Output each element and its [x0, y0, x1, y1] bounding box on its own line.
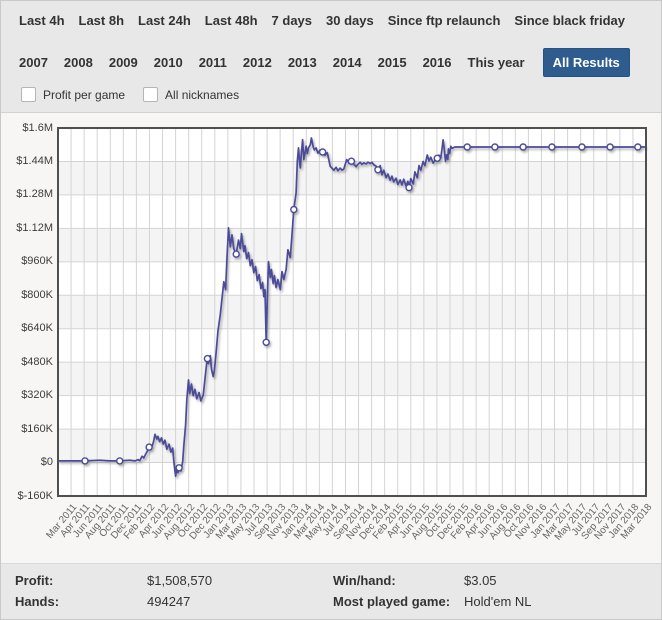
data-point-marker [578, 143, 586, 151]
y-tick-label: $0 [40, 456, 53, 469]
checkbox-label: Profit per game [43, 87, 126, 102]
data-point-marker [290, 205, 298, 214]
hands-value: 494247 [147, 594, 191, 609]
filter-2010[interactable]: 2010 [153, 54, 183, 70]
data-point-marker [548, 143, 556, 151]
filter-2016[interactable]: 2016 [422, 54, 452, 70]
filter-2008[interactable]: 2008 [63, 54, 93, 70]
data-point-marker [405, 183, 413, 192]
filter-since-ftp-relaunch[interactable]: Since ftp relaunch [387, 13, 501, 28]
y-tick-label: $1.6M [22, 121, 53, 134]
data-point-marker [634, 143, 642, 151]
data-point-marker [491, 143, 499, 151]
y-tick-label: $1.28M [16, 188, 53, 201]
y-tick-label: $320K [21, 389, 53, 402]
data-point-marker [116, 457, 124, 465]
filter-last-48h[interactable]: Last 48h [204, 13, 258, 28]
profit-line [58, 137, 646, 477]
checkbox-profit-per-game[interactable]: Profit per game [21, 87, 125, 102]
year-filter-tabs: 2007 2008 2009 2010 2011 2012 2013 2014 2015 2016… [19, 47, 655, 77]
filter-all-results-active[interactable]: All Results [542, 47, 630, 77]
filter-2015[interactable]: 2015 [377, 54, 407, 70]
time-filter-tabs: Last 4h Last 8h Last 24h Last 48h 7 days 30 d… [19, 13, 655, 28]
data-point-marker [262, 338, 270, 347]
chart-options-row: Profit per game All nicknames [21, 87, 239, 102]
y-tick-label: $1.44M [16, 154, 53, 167]
filter-2013[interactable]: 2013 [287, 54, 317, 70]
filter-this-year[interactable]: This year [467, 54, 525, 70]
win-hand-label: Win/hand: [333, 573, 396, 588]
data-point-marker [463, 143, 471, 151]
y-tick-label: $800K [21, 288, 53, 301]
filter-2011[interactable]: 2011 [198, 54, 227, 70]
checkbox-box[interactable] [143, 87, 159, 102]
data-point-marker [145, 443, 153, 451]
chart-section: $1.6M $1.44M $1.28M $1.12M $960K $800K $640K $4… [1, 113, 661, 563]
checkbox-all-nicknames[interactable]: All nicknames [143, 87, 239, 102]
data-point-marker [81, 457, 89, 465]
profit-series [58, 137, 646, 477]
data-point-marker [347, 157, 356, 165]
filter-30-days[interactable]: 30 days [326, 13, 374, 28]
data-point-marker [175, 464, 183, 472]
filter-7-days[interactable]: 7 days [271, 13, 313, 28]
y-tick-label: $160K [21, 422, 53, 435]
data-point-marker [318, 148, 327, 156]
win-hand-value: $3.05 [464, 573, 497, 588]
filter-2012[interactable]: 2012 [242, 54, 272, 70]
stats-section: Profit: $1,508,570 Win/hand: $3.05 Hands… [1, 563, 661, 619]
data-point-marker [232, 250, 240, 258]
data-point-marker [374, 166, 382, 174]
data-point-marker [433, 154, 441, 162]
filter-2007[interactable]: 2007 [19, 54, 48, 70]
data-point-marker [606, 143, 614, 151]
y-tick-label: $480K [21, 355, 53, 368]
filter-last-4h[interactable]: Last 4h [19, 13, 65, 28]
checkbox-label: All nicknames [165, 87, 240, 102]
profit-label: Profit: [15, 573, 54, 588]
profit-value: $1,508,570 [147, 573, 213, 588]
y-tick-label: $960K [21, 255, 53, 268]
filters-section: Last 4h Last 8h Last 24h Last 48h 7 days 30 d… [1, 1, 661, 113]
y-tick-label: $640K [21, 322, 53, 335]
data-point-marker [519, 143, 527, 151]
filter-last-24h[interactable]: Last 24h [138, 13, 191, 28]
filter-2009[interactable]: 2009 [108, 54, 138, 70]
y-tick-label: $-160K [17, 489, 53, 502]
profit-chart[interactable] [56, 126, 648, 498]
checkbox-box[interactable] [21, 87, 36, 102]
filter-last-8h[interactable]: Last 8h [78, 13, 125, 28]
most-played-value: Hold'em NL [464, 594, 532, 609]
filter-2014[interactable]: 2014 [332, 54, 362, 70]
data-point-marker [203, 354, 212, 363]
y-tick-label: $1.12M [16, 221, 53, 234]
filter-since-black-friday[interactable]: Since black friday [514, 13, 625, 28]
most-played-label: Most played game: [333, 594, 451, 609]
hands-label: Hands: [15, 594, 60, 609]
